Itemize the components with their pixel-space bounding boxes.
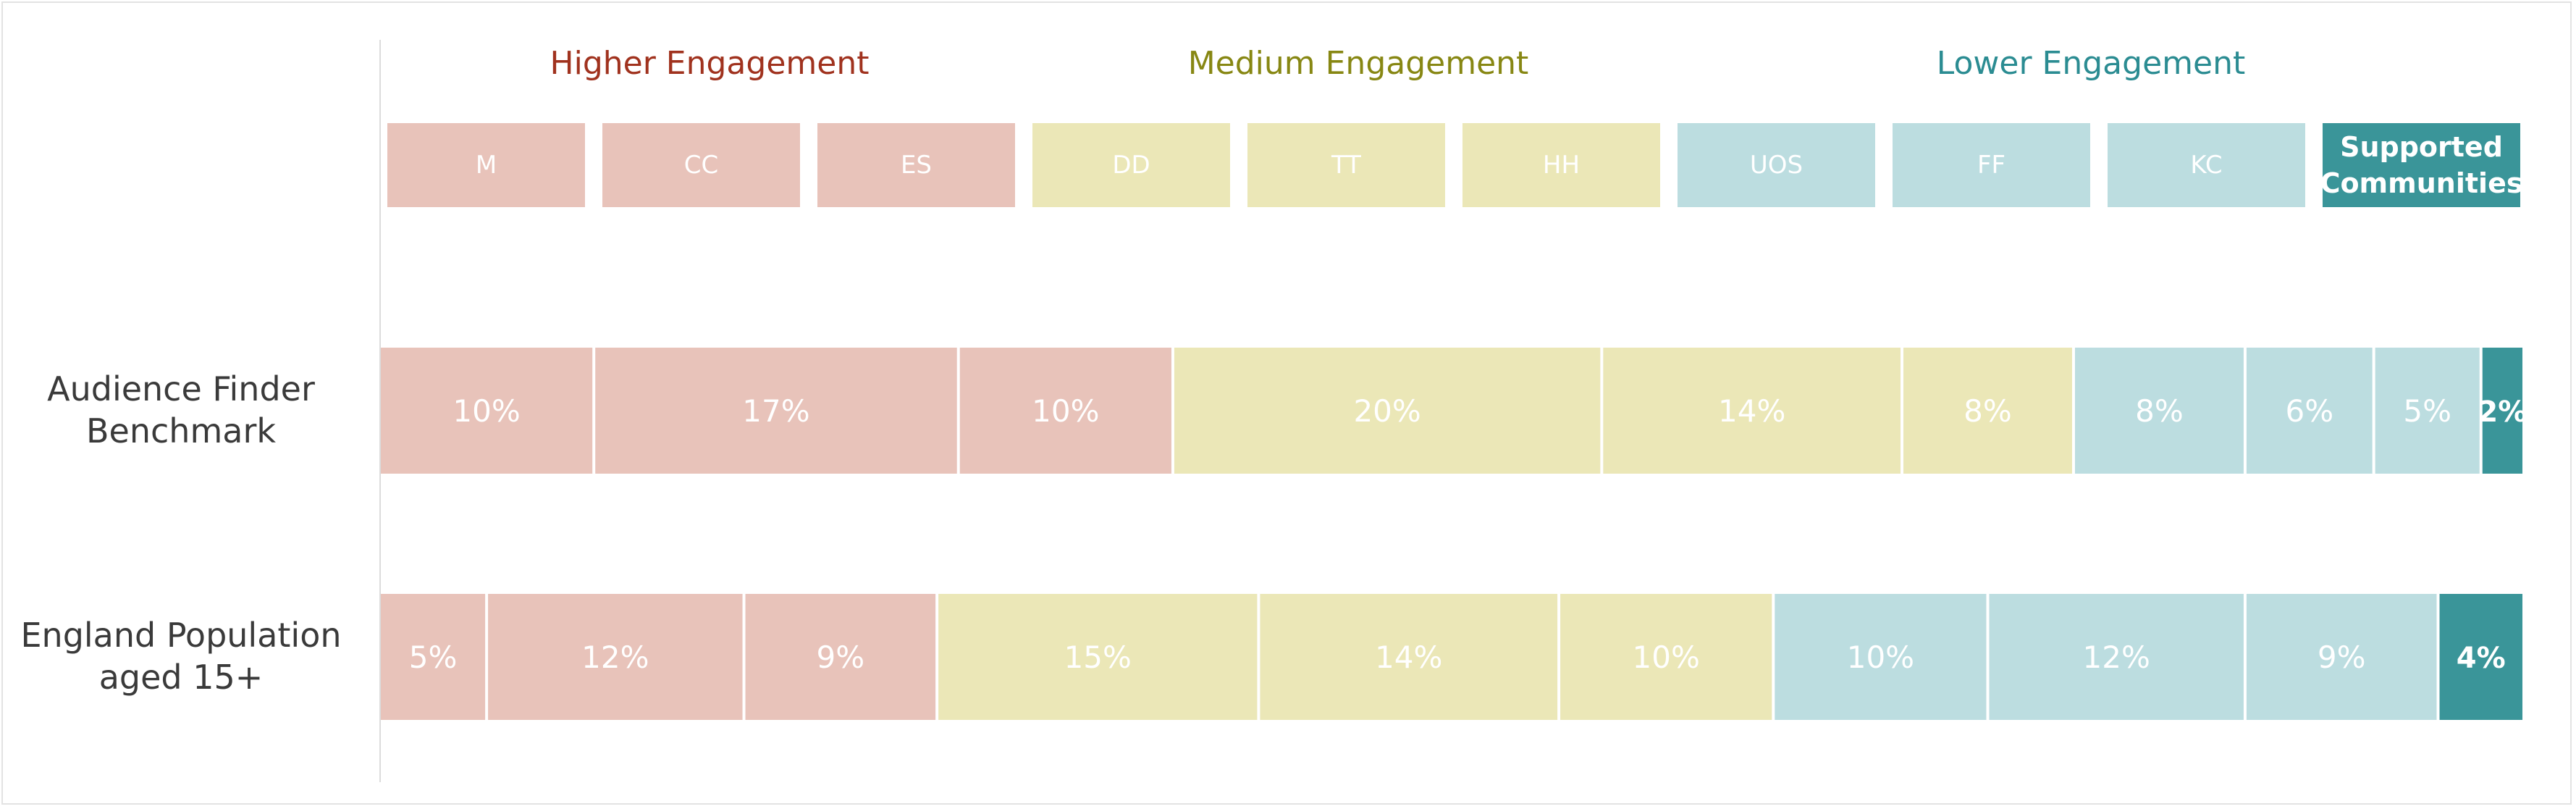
bar-segment-population-uos — [1775, 594, 1987, 720]
bar-segment-benchmark-hh — [1903, 348, 2072, 474]
legend-chip-hh: HH — [1462, 123, 1660, 207]
bar-segment-benchmark-tt — [1603, 348, 1901, 474]
legend-chip-uos: UOS — [1678, 123, 1875, 207]
data-label-benchmark-hh: 8% — [1963, 393, 2012, 429]
legend-chip-supported-communities: Supported Communities — [2320, 123, 2522, 207]
bar-segment-population-m — [381, 594, 486, 720]
row-label-audience-finder: Audience Finder Benchmark — [47, 369, 315, 450]
data-label-population-m: 5% — [409, 640, 458, 675]
bar-segment-benchmark-dd — [1174, 348, 1601, 474]
data-label-population-hh: 10% — [1633, 640, 1700, 675]
legend-chip-m: M — [387, 123, 585, 207]
data-label-population-ff: 12% — [2083, 640, 2150, 675]
data-label-population-tt: 14% — [1375, 640, 1442, 675]
bar-segment-benchmark-supported-communities — [2482, 348, 2522, 474]
data-label-population-es: 9% — [817, 640, 865, 675]
bar-segment-benchmark-m — [381, 348, 593, 474]
bar-segment-benchmark-es — [959, 348, 1171, 474]
data-label-benchmark-cc: 17% — [742, 393, 809, 429]
legend-chip-ff: FF — [1893, 123, 2090, 207]
data-label-benchmark-uos: 8% — [2135, 393, 2184, 429]
bar-segment-benchmark-ff — [2246, 348, 2373, 474]
bar-segment-benchmark-cc — [595, 348, 957, 474]
bar-segment-population-dd — [938, 594, 1258, 720]
data-label-benchmark-m: 10% — [453, 393, 520, 429]
row-label-england-population: England Population aged 15+ — [20, 616, 342, 697]
bar-segment-population-cc — [488, 594, 743, 720]
legend-chip-tt: TT — [1247, 123, 1445, 207]
data-label-population-dd: 15% — [1064, 640, 1132, 675]
data-label-benchmark-tt: 14% — [1718, 393, 1785, 429]
bar-segment-benchmark-uos — [2074, 348, 2244, 474]
bar-segment-population-kc — [2246, 594, 2437, 720]
data-label-benchmark-kc: 5% — [2403, 393, 2451, 429]
bar-segment-population-supported-communities — [2439, 594, 2522, 720]
bar-segment-benchmark-kc — [2375, 348, 2480, 474]
group-title-higher: Higher Engagement — [550, 45, 870, 82]
bar-segment-population-ff — [1989, 594, 2244, 720]
data-label-benchmark-dd: 20% — [1353, 393, 1420, 429]
data-label-population-cc: 12% — [581, 640, 649, 675]
group-title-medium: Medium Engagement — [1187, 45, 1529, 82]
data-label-benchmark-ff: 6% — [2285, 393, 2333, 429]
data-label-population-supported-communities: 4% — [2457, 642, 2506, 675]
category-axis-line — [379, 40, 381, 782]
bar-segment-population-tt — [1260, 594, 1558, 720]
data-label-population-kc: 9% — [2318, 640, 2366, 675]
group-title-lower: Lower Engagement — [1936, 45, 2246, 82]
legend-chip-kc: KC — [2108, 123, 2305, 207]
bar-segment-population-es — [745, 594, 936, 720]
data-label-benchmark-es: 10% — [1032, 393, 1099, 429]
data-label-benchmark-supported-communities: 2% — [2478, 395, 2527, 429]
legend-chip-es: ES — [817, 123, 1015, 207]
bar-segment-population-hh — [1560, 594, 1772, 720]
data-label-population-uos: 10% — [1847, 640, 1914, 675]
legend-chip-dd: DD — [1032, 123, 1230, 207]
legend-chip-cc: CC — [602, 123, 800, 207]
